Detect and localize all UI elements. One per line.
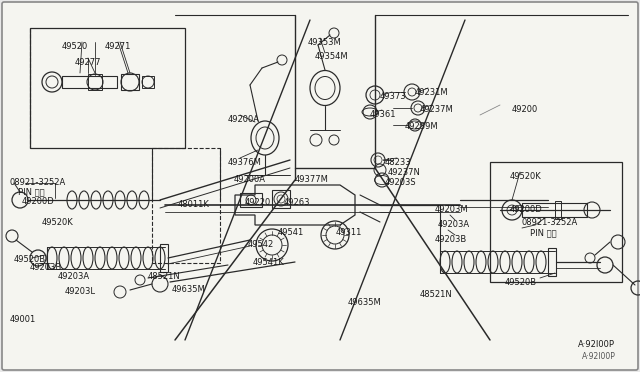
Text: 49354M: 49354M <box>315 52 349 61</box>
Text: A·92I00P: A·92I00P <box>578 340 615 349</box>
Text: 49203B: 49203B <box>435 235 467 244</box>
Text: 49635M: 49635M <box>172 285 205 294</box>
Bar <box>555 201 561 219</box>
Text: 49203A: 49203A <box>58 272 90 281</box>
Text: 49231M: 49231M <box>415 88 449 97</box>
Text: 08921-3252A: 08921-3252A <box>10 178 67 187</box>
Bar <box>490 162 622 282</box>
Text: 49001: 49001 <box>10 315 36 324</box>
Text: 49200D: 49200D <box>510 205 543 214</box>
Bar <box>142 76 154 88</box>
Text: 49200: 49200 <box>512 105 538 114</box>
Text: 49271: 49271 <box>105 42 131 51</box>
Text: 49220: 49220 <box>245 198 271 207</box>
Text: 49353M: 49353M <box>308 38 342 47</box>
Text: 49361: 49361 <box>370 110 397 119</box>
Text: 49520B: 49520B <box>14 255 46 264</box>
Bar <box>160 244 168 272</box>
Text: PIN ピン: PIN ピン <box>530 228 557 237</box>
Bar <box>272 190 290 208</box>
Bar <box>88 74 102 90</box>
Text: 49200A: 49200A <box>234 175 266 184</box>
Text: 49376M: 49376M <box>228 158 262 167</box>
Text: 49277: 49277 <box>75 58 102 67</box>
Text: 49635M: 49635M <box>348 298 381 307</box>
Text: PIN ピン: PIN ピン <box>18 187 45 196</box>
Text: 49520K: 49520K <box>42 218 74 227</box>
Text: 49373: 49373 <box>380 92 406 101</box>
Bar <box>30 28 185 148</box>
Text: 49239M: 49239M <box>405 122 438 131</box>
Bar <box>548 248 556 276</box>
Text: 48521N: 48521N <box>148 272 180 281</box>
Text: 48521N: 48521N <box>420 290 452 299</box>
Text: 49200A: 49200A <box>228 115 260 124</box>
Text: 49541K: 49541K <box>253 258 285 267</box>
Bar <box>240 193 262 207</box>
Text: 49203A: 49203A <box>438 220 470 229</box>
Text: 48233: 48233 <box>385 158 412 167</box>
Text: 49203L: 49203L <box>65 287 96 296</box>
Text: A·92I00P: A·92I00P <box>582 352 616 361</box>
Bar <box>522 203 587 217</box>
Text: 49377M: 49377M <box>295 175 329 184</box>
Text: 08921-3252A: 08921-3252A <box>522 218 579 227</box>
Bar <box>152 148 220 263</box>
Bar <box>62 76 117 88</box>
Text: 49203B: 49203B <box>30 263 62 272</box>
Text: 49200D: 49200D <box>22 197 55 206</box>
Text: 49263: 49263 <box>284 198 310 207</box>
Text: 49520K: 49520K <box>510 172 541 181</box>
Text: 49542: 49542 <box>248 240 275 249</box>
Text: 49237M: 49237M <box>420 105 454 114</box>
Text: 49203S: 49203S <box>385 178 417 187</box>
Text: 49203M: 49203M <box>435 205 468 214</box>
Text: 49541: 49541 <box>278 228 304 237</box>
Text: 49237N: 49237N <box>388 168 421 177</box>
Text: 48011K: 48011K <box>178 200 210 209</box>
Text: 49520: 49520 <box>62 42 88 51</box>
Text: 49311: 49311 <box>336 228 362 237</box>
Text: 49520B: 49520B <box>505 278 537 287</box>
Bar <box>121 74 139 90</box>
